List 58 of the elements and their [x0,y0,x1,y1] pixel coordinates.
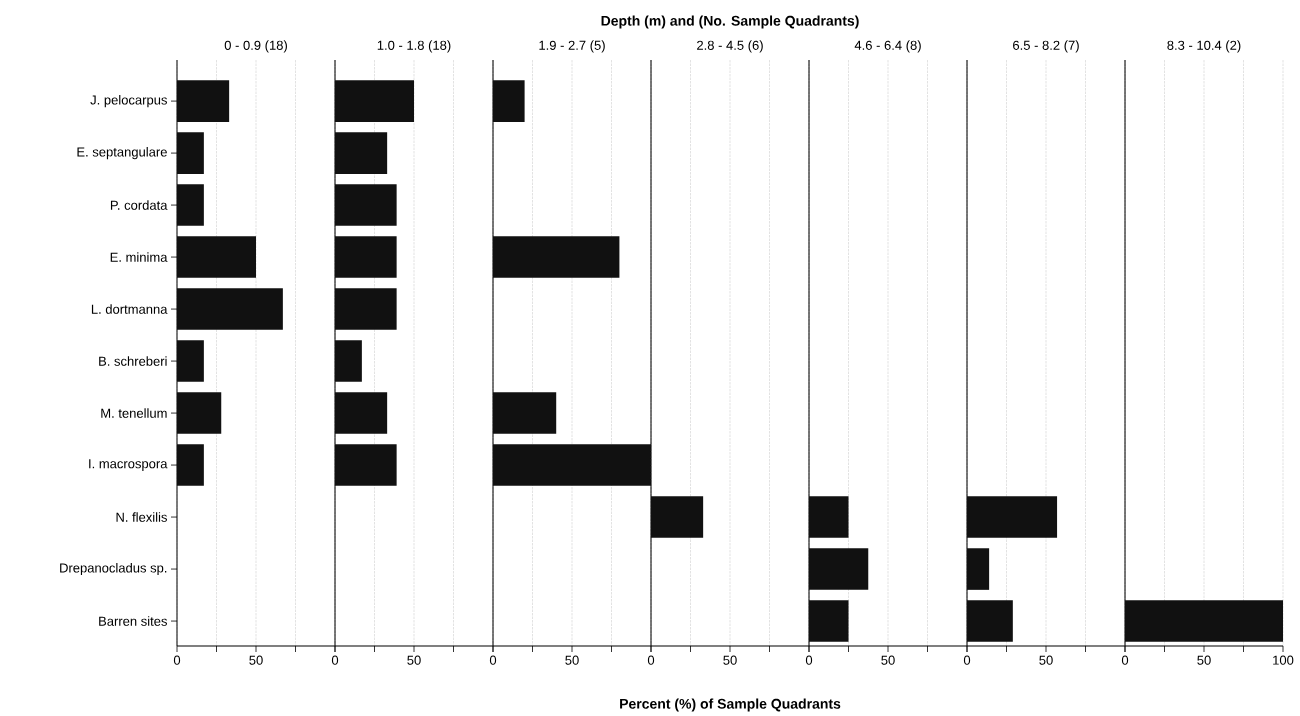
bar [493,392,557,434]
bar [967,548,990,590]
y-tick-label: P. cordata [110,200,168,210]
x-tick-label: 100 [1273,655,1294,665]
bar [335,392,388,434]
y-tick-label: E. septangulare [77,147,167,160]
chart-subtitle: 6.5 - 8.2 (7) [1013,40,1079,53]
y-tick-label: J. pelocarpus [90,95,167,108]
bar [493,80,525,122]
y-tick-label: B. schreberi [99,356,167,366]
y-tick-label: Drepanocladus sp. [60,562,167,576]
bar [967,600,1013,642]
x-tick-label: 0 [963,655,971,665]
chart-subtitle: 2.8 - 4.5 (6) [697,40,763,53]
y-tick-label: N. flexilis [116,512,167,522]
bar [493,444,652,486]
bar [177,444,204,486]
bar [177,392,222,434]
bar [177,288,283,330]
x-tick-label: 0 [489,655,497,665]
bar [177,236,256,278]
bar [335,184,397,226]
x-tick-label: 0 [173,655,181,665]
x-tick-label: 50 [407,655,421,665]
x-tick-label: 50 [249,655,263,665]
x-tick-label: 50 [1197,655,1211,665]
bar [177,132,204,174]
x-tick-label: 0 [1121,655,1129,665]
bar [335,340,362,382]
bar [177,184,204,226]
x-tick-label: 50 [723,655,737,665]
x-tick-label: 50 [1039,655,1053,665]
chart-subtitle: 8.3 - 10.4 (2) [1167,40,1241,53]
y-tick-label: Barren sites [99,616,167,626]
text: Depth (m) and (No. Sample Quadrants) [601,15,859,29]
bar [335,236,397,278]
bar [335,132,388,174]
chart-subtitle: 1.0 - 1.8 (18) [377,40,451,53]
x-tick-label: 0 [805,655,813,665]
x-tick-label: 50 [881,655,895,665]
bar [493,236,620,278]
x-tick-label: 50 [565,655,579,665]
y-tick-label: M. tenellum [101,408,167,418]
y-tick-label: I. macrospora [89,459,168,471]
chart-subtitle: 1.9 - 2.7 (5) [539,40,605,53]
x-tick-label: 0 [331,655,339,665]
y-tick-label: L. dortmanna [91,304,168,314]
bar [335,80,415,122]
bar [967,496,1058,538]
bar [335,444,397,486]
bar [177,340,204,382]
chart-subtitle: 0 - 0.9 (18) [224,40,287,53]
y-tick-label: E. minima [110,252,168,262]
chart-subtitle: 4.6 - 6.4 (8) [854,40,921,53]
text: Percent (%) of Sample Quadrants [620,698,841,712]
bar [177,80,230,122]
bar [335,288,397,330]
x-tick-label: 0 [647,655,655,665]
